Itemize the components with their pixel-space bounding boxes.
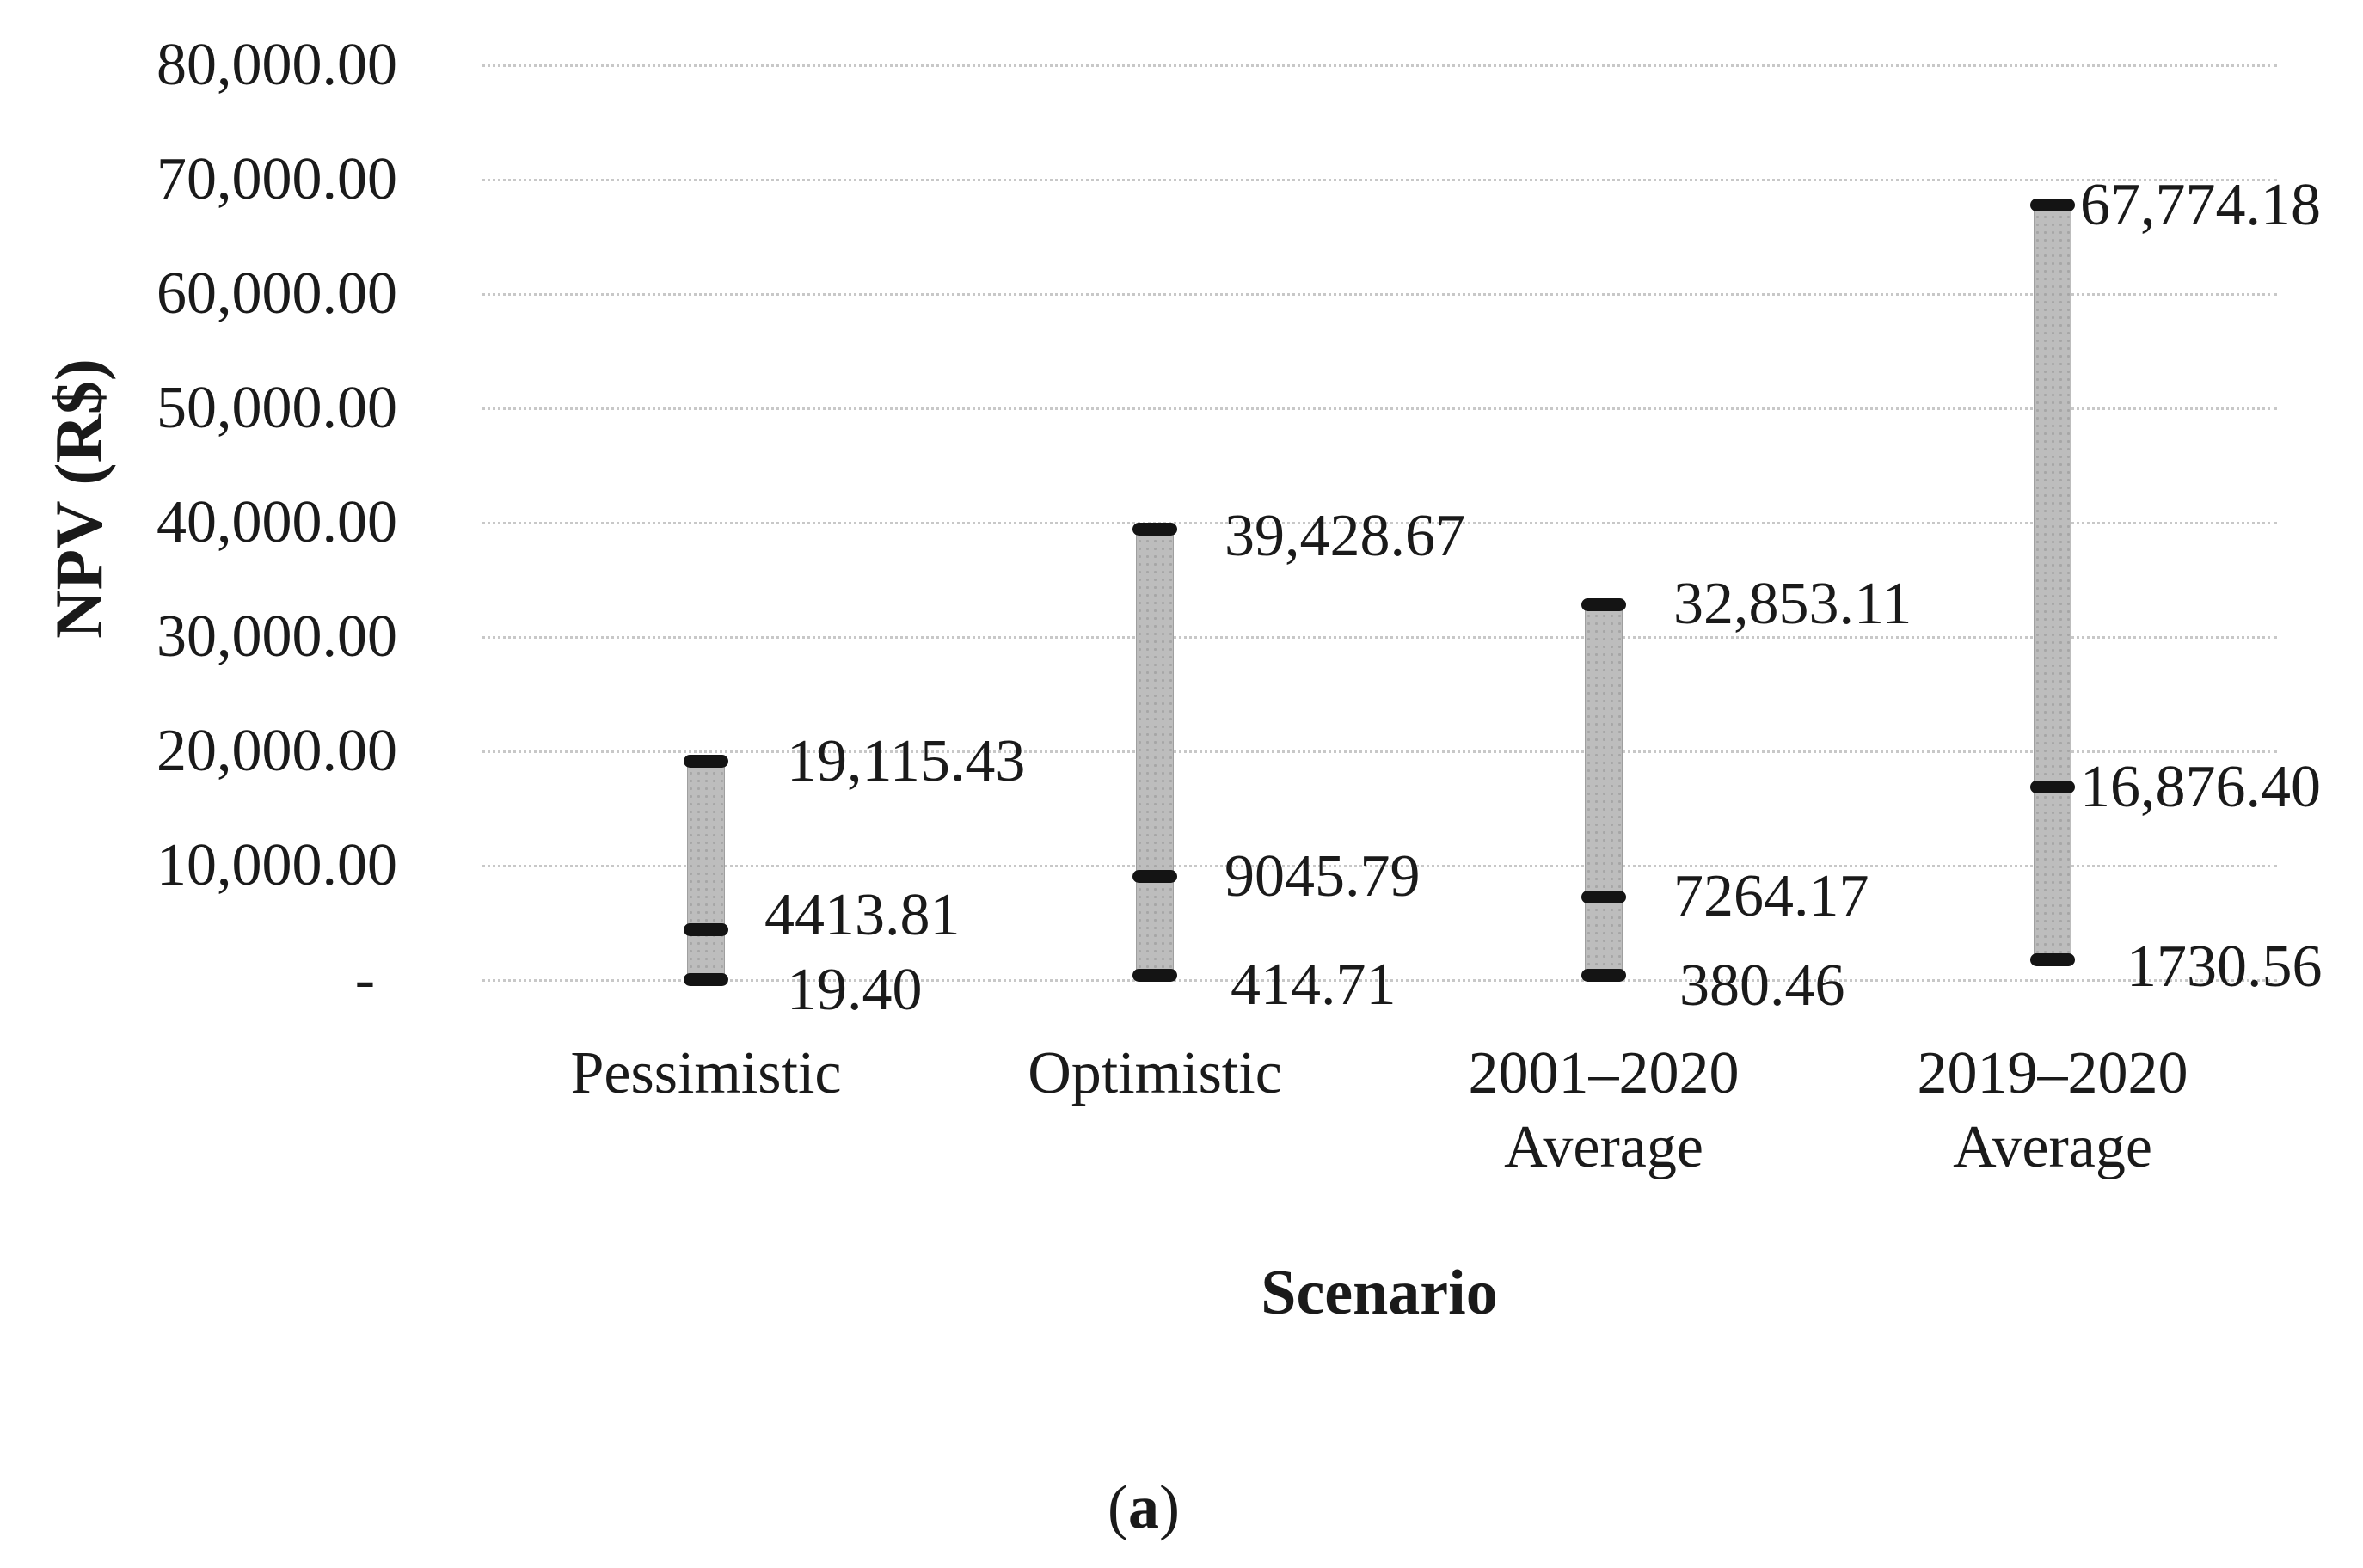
high-marker <box>684 755 728 769</box>
high-marker <box>2030 199 2075 212</box>
x-category-label-line: Pessimistic <box>570 1040 842 1106</box>
close-marker <box>684 922 728 936</box>
gridline <box>482 179 2277 181</box>
hlc-bar <box>687 761 725 980</box>
caption-open-paren: ( <box>1108 1473 1128 1541</box>
high-marker <box>1581 597 1626 611</box>
data-label-close: 7264.17 <box>1673 863 1869 930</box>
gridline <box>482 636 2277 639</box>
x-category-label-line: 2001–2020 <box>1468 1040 1740 1106</box>
close-marker <box>1581 890 1626 903</box>
close-marker <box>1132 870 1177 884</box>
x-category-label: Optimistic <box>914 1037 1396 1111</box>
low-marker <box>1581 969 1626 983</box>
x-category-label-line: Optimistic <box>1028 1040 1282 1106</box>
gridline <box>482 64 2277 67</box>
x-category-label: 2019–2020 Average <box>1812 1037 2293 1185</box>
data-label-low: 19.40 <box>787 956 923 1023</box>
high-marker <box>1132 523 1177 536</box>
data-label-close: 4413.81 <box>764 882 961 949</box>
x-category-label-line: Average <box>1953 1114 2152 1180</box>
y-tick-label: 50,000.00 <box>157 375 397 441</box>
low-marker <box>1132 968 1177 982</box>
y-tick-label: 40,000.00 <box>157 489 397 555</box>
data-label-high: 39,428.67 <box>1224 502 1465 569</box>
gridline <box>482 865 2277 867</box>
y-tick-label: 60,000.00 <box>157 260 397 327</box>
caption-letter: a <box>1128 1473 1159 1541</box>
data-label-high: 67,774.18 <box>2080 171 2321 238</box>
caption-close-paren: ) <box>1159 1473 1180 1541</box>
data-label-low: 380.46 <box>1679 952 1845 1019</box>
gridline <box>482 750 2277 753</box>
data-label-high: 19,115.43 <box>787 727 1026 794</box>
x-category-label-line: 2019–2020 <box>1917 1040 2188 1106</box>
y-tick-label: - <box>0 944 397 1016</box>
x-axis-title: Scenario <box>1261 1258 1498 1328</box>
x-category-label: Pessimistic <box>465 1037 947 1111</box>
y-tick-label: 30,000.00 <box>157 603 397 670</box>
figure-caption: (a) <box>1108 1472 1180 1543</box>
x-category-label-line: Average <box>1504 1114 1703 1180</box>
y-tick-label: 20,000.00 <box>157 718 397 784</box>
y-tick-label: 80,000.00 <box>157 32 397 98</box>
y-tick-label: 70,000.00 <box>157 146 397 212</box>
hlc-bar <box>2034 205 2071 960</box>
data-label-high: 32,853.11 <box>1673 571 1912 638</box>
data-label-low: 414.71 <box>1231 952 1396 1019</box>
gridline <box>482 979 2277 982</box>
y-tick-label: 10,000.00 <box>157 832 397 898</box>
data-label-low: 1730.56 <box>2127 933 2323 1000</box>
close-marker <box>2030 781 2075 794</box>
gridline <box>482 293 2277 296</box>
hlc-bar <box>1585 604 1623 976</box>
gridline <box>482 522 2277 524</box>
data-label-close: 16,876.40 <box>2080 753 2321 820</box>
hlc-bar <box>1136 529 1174 976</box>
data-label-close: 9045.79 <box>1224 842 1421 910</box>
low-marker <box>2030 953 2075 967</box>
x-category-label: 2001–2020 Average <box>1363 1037 1844 1185</box>
low-marker <box>684 973 728 987</box>
y-axis-title: NPV (R$) <box>41 358 116 639</box>
gridline <box>482 407 2277 410</box>
y-tick-zero-dash: - <box>354 946 375 1013</box>
